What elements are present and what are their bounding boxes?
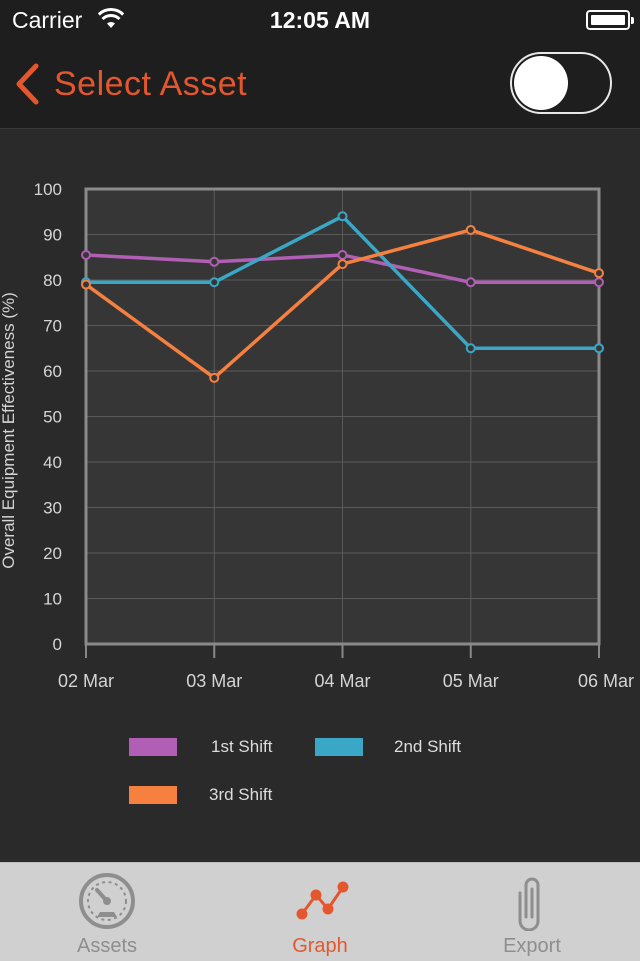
back-button[interactable]: Select Asset [14, 62, 247, 106]
legend-label-2nd-shift: 2nd Shift [394, 737, 462, 756]
legend-swatch-2nd-shift [315, 738, 363, 756]
x-tick-label: 06 Mar [578, 671, 634, 691]
legend-label-3rd-shift: 3rd Shift [209, 785, 273, 804]
y-tick-label: 80 [43, 271, 62, 290]
graph-icon [296, 881, 349, 920]
y-tick-label: 40 [43, 453, 62, 472]
data-point-1st-shift [465, 277, 476, 288]
y-tick-label: 20 [43, 544, 62, 563]
data-point-1st-shift [209, 256, 220, 267]
gauge-icon [79, 873, 135, 929]
legend-item-1st-shift: 1st Shift [129, 737, 272, 757]
oee-line-chart: 0 10 20 30 40 50 60 70 80 90 100 02 Mar 03 Mar 04 Mar… [0, 180, 634, 691]
legend-item-2nd-shift: 2nd Shift [315, 737, 461, 757]
tab-assets[interactable]: Assets [27, 863, 187, 961]
toggle-knob [514, 56, 568, 110]
carrier-label: Carrier [12, 7, 83, 33]
x-tick-label: 04 Mar [314, 671, 370, 691]
battery-icon [586, 10, 634, 30]
data-point-2nd-shift [337, 211, 348, 222]
data-point-1st-shift [81, 249, 91, 260]
legend-swatch-3rd-shift [129, 786, 177, 804]
x-tick-label: 03 Mar [186, 671, 242, 691]
tab-bar: Assets Graph Export [0, 862, 640, 961]
data-point-2nd-shift [465, 343, 476, 354]
y-tick-label: 100 [34, 180, 62, 199]
toggle-switch[interactable] [510, 52, 612, 114]
plot-frame [84, 187, 601, 646]
chevron-left-icon [16, 63, 39, 105]
y-tick-label: 60 [43, 362, 62, 381]
chart-area: 0 10 20 30 40 50 60 70 80 90 100 02 Mar 03 Mar 04 Mar… [0, 129, 640, 862]
legend-swatch-1st-shift [129, 738, 177, 756]
tab-assets-label: Assets [76, 935, 138, 957]
status-time: 12:05 AM [269, 7, 371, 33]
data-point-1st-shift [594, 277, 604, 288]
data-point-3rd-shift [209, 372, 220, 383]
tab-export[interactable]: Export [452, 863, 612, 961]
y-tick-label: 30 [43, 499, 62, 518]
x-tick-label: 02 Mar [58, 671, 114, 691]
data-point-1st-shift [337, 249, 348, 260]
tab-export-label: Export [503, 935, 561, 957]
data-point-3rd-shift [337, 259, 348, 270]
y-tick-label: 10 [43, 590, 62, 609]
legend-label-1st-shift: 1st Shift [211, 737, 273, 756]
y-tick-label: 90 [43, 226, 62, 245]
tab-graph-label: Graph [292, 935, 348, 957]
paperclip-icon [518, 877, 540, 931]
y-axis-label: Overall Equipment Effectiveness (%) [0, 292, 18, 569]
status-bar: Carrier 12:05 AM [0, 0, 640, 40]
x-tick-label: 05 Mar [443, 671, 499, 691]
data-point-2nd-shift [594, 343, 604, 354]
legend-item-3rd-shift: 3rd Shift [129, 785, 272, 805]
navigation-bar: Select Asset [0, 40, 640, 129]
y-tick-label: 50 [43, 408, 62, 427]
tab-graph[interactable]: Graph [240, 863, 400, 961]
wifi-icon [98, 8, 124, 28]
y-tick-label: 70 [43, 317, 62, 336]
data-point-3rd-shift [465, 224, 476, 235]
data-point-2nd-shift [209, 277, 220, 288]
y-tick-label: 0 [53, 635, 62, 654]
back-button-label: Select Asset [54, 64, 248, 103]
data-point-3rd-shift [81, 279, 91, 290]
data-point-3rd-shift [594, 268, 604, 279]
